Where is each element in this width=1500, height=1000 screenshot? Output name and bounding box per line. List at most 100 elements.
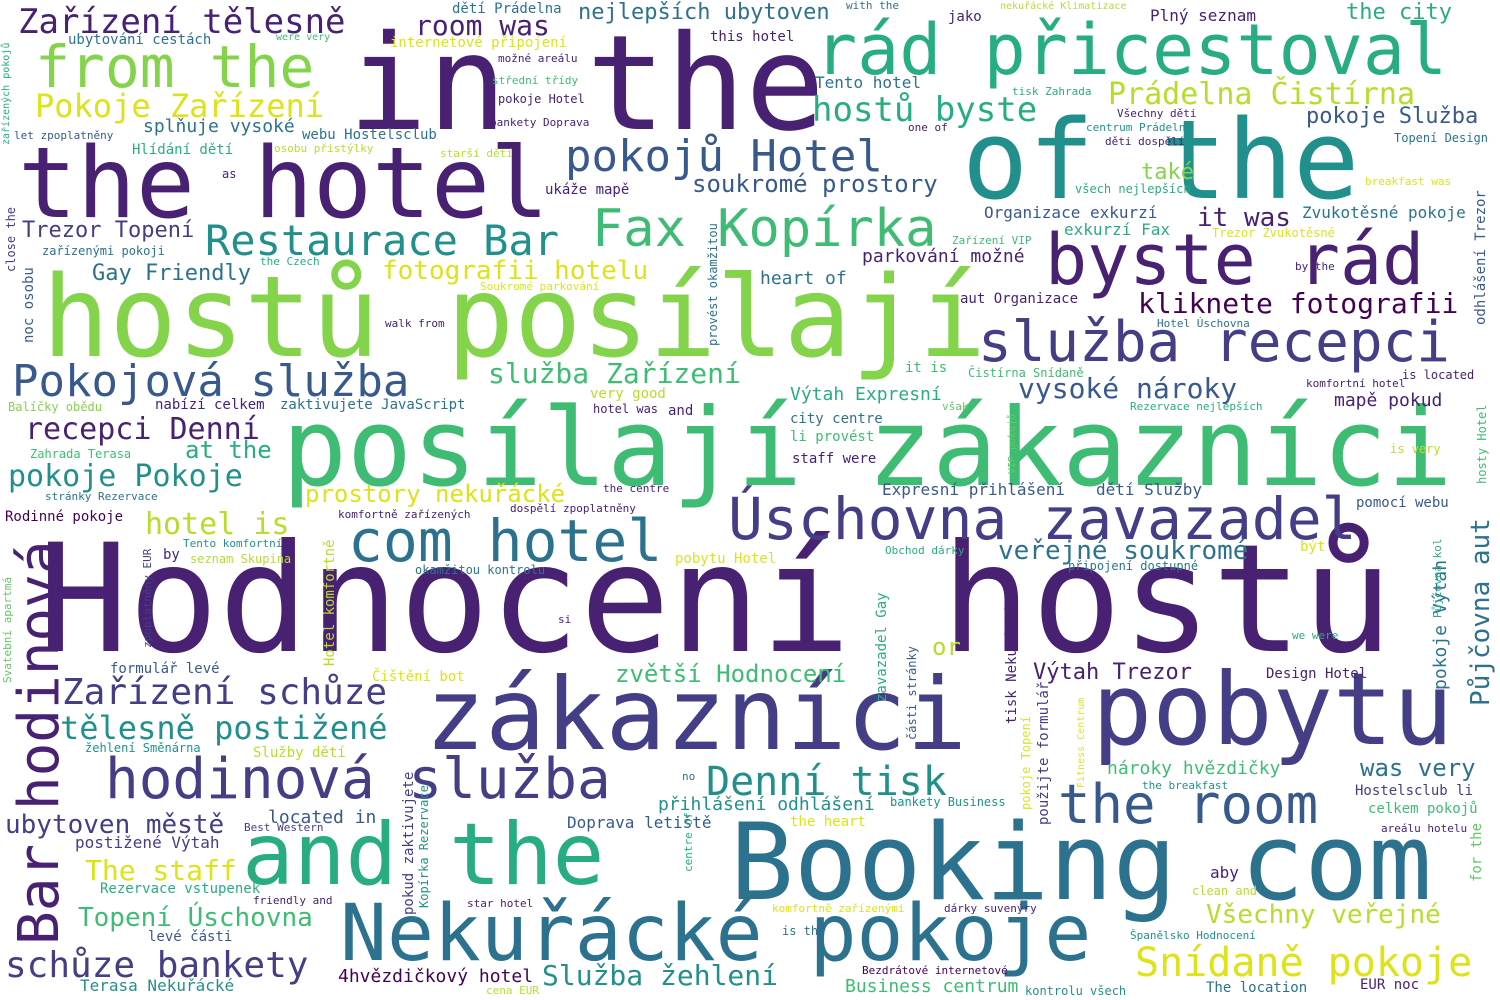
word: from the	[35, 33, 315, 101]
word: Pokojová služba	[12, 356, 410, 407]
word: tisk Nekuřácké	[1004, 605, 1020, 724]
word: com hotel	[348, 507, 663, 575]
word: dárky suvenýry	[944, 902, 1037, 915]
word: centrum Prádelna	[1086, 121, 1192, 134]
word: the hotel	[18, 127, 550, 241]
word: Design Hotel	[1266, 666, 1368, 682]
word: dětí Prádelna	[452, 1, 562, 17]
word: Obchod dárky	[885, 544, 965, 557]
word: pokojů Hotel	[565, 131, 883, 182]
word: Výtah Trezor	[1033, 660, 1192, 685]
word: li provést	[790, 429, 875, 445]
word: celkem pokojů	[1368, 801, 1478, 817]
word: komfortně zařízených	[338, 508, 471, 521]
word: webu Hostelsclub	[302, 127, 437, 143]
word: Rodinné pokoje	[5, 509, 124, 525]
word: Hodnocení hostů	[38, 513, 1393, 687]
word: Snídaně pokoje	[1135, 940, 1473, 986]
word: schůze bankety	[5, 945, 309, 986]
word: použijte formulář	[1036, 681, 1052, 825]
word: walk from	[385, 317, 445, 330]
word: let zpoplatněny	[14, 129, 114, 142]
word: pobytu	[1092, 651, 1454, 768]
word: zavazadel Gay	[874, 592, 890, 702]
word: Zařízení VIP	[952, 234, 1032, 247]
word: zařízených pokojů	[1, 42, 12, 145]
word: Doprava letiště	[567, 813, 712, 832]
word: city centre	[790, 411, 883, 427]
word: in the	[348, 7, 825, 161]
word: Bezdrátové internetové	[862, 964, 1008, 977]
word: starší dětí	[440, 147, 513, 160]
word: the Czech	[260, 255, 320, 268]
word: Prádelna Čistírna	[1108, 77, 1416, 112]
word: Zahrada Terasa	[30, 447, 132, 461]
word: části stránky	[905, 646, 919, 740]
word: Rezervace nejlepších	[1130, 400, 1263, 413]
word: možné areálu	[498, 52, 578, 65]
word: or	[932, 633, 961, 661]
word: Tento komfortní	[183, 537, 283, 550]
word: hotel was	[593, 402, 659, 416]
word: room was	[415, 9, 550, 42]
word: nejlepších ubytoven	[578, 0, 830, 25]
word: provést okamžitou	[706, 223, 720, 346]
word: Fitness Centrum	[1076, 697, 1087, 788]
word: pokoje Hotel	[498, 92, 585, 106]
word: by	[163, 547, 180, 563]
word: Trezor Topení	[22, 218, 195, 243]
word: Topení Design	[1394, 131, 1488, 145]
word: pobytu Hotel	[675, 551, 777, 567]
word: EUR noc	[1360, 977, 1420, 993]
word: 4hvězdičkový hotel	[338, 966, 534, 987]
word: aby	[1210, 863, 1239, 882]
word: tělesně postižené	[60, 709, 388, 747]
word: it is	[905, 360, 948, 376]
word: and the	[242, 805, 605, 905]
word: one of	[908, 121, 948, 134]
word: clean and	[1192, 884, 1258, 898]
word: Hotel Úschovna	[1157, 317, 1250, 330]
word: všech nejlepších	[1075, 182, 1191, 196]
word: dětí Služby	[1096, 480, 1202, 499]
word: Plný seznam	[1150, 6, 1256, 25]
word: Soukromé parkování	[480, 280, 600, 293]
word: nekuřácké Klimatizace	[1000, 1, 1127, 12]
word: Hostelsclub li	[1355, 783, 1474, 799]
word: odhlášení Trezor	[1473, 190, 1489, 325]
word: zvětší Hodnocení	[615, 660, 847, 688]
word: komfortně zařízenými	[772, 902, 905, 915]
word: prostory nekuřácké	[305, 480, 566, 508]
word: kliknete fotografii	[1138, 287, 1459, 320]
word: ubytování cestách	[68, 32, 212, 48]
word: postižené Výtah	[75, 833, 220, 852]
word: by the	[1295, 260, 1335, 273]
word: veřejné soukromé	[998, 536, 1249, 566]
word: parkování možné	[862, 246, 1025, 267]
word: star hotel	[467, 897, 534, 910]
word: Pokoje Zařízení	[35, 87, 324, 125]
word: with the	[846, 0, 899, 12]
word: jako	[948, 9, 982, 25]
word: Rezervace vstupenek	[100, 881, 261, 897]
word: hosty Hotel	[1475, 404, 1489, 484]
word: The location	[1206, 980, 1308, 996]
word: hodinová služba	[105, 747, 611, 812]
word: seznam Skupina	[190, 552, 292, 566]
word: Španělsko Hodnocení	[1130, 929, 1256, 942]
word: it was	[1197, 203, 1291, 233]
word: zaktivujete JavaScript	[280, 397, 466, 413]
word: heart of	[760, 268, 847, 289]
word: centre of	[682, 812, 695, 872]
word: ubytoven městě	[5, 810, 225, 840]
word: hotel is	[145, 507, 290, 542]
word: Terasa Nekuřácké	[80, 976, 235, 995]
word: děti dospělí	[1105, 135, 1185, 148]
word: ukáže mapě	[545, 182, 630, 198]
word: Všechny veřejné	[1206, 900, 1441, 930]
word: friendly and	[253, 894, 333, 907]
word: však	[942, 400, 969, 413]
word: noc osobu	[21, 267, 37, 343]
word: Čištění bot	[372, 669, 465, 685]
